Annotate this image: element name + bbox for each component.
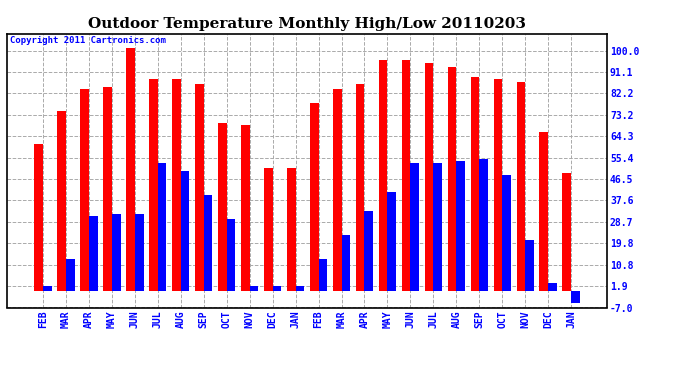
Bar — [218, 123, 226, 291]
Bar — [411, 164, 419, 291]
Bar — [89, 216, 97, 291]
Bar — [126, 48, 135, 291]
Title: Outdoor Temperature Monthly High/Low 20110203: Outdoor Temperature Monthly High/Low 201… — [88, 17, 526, 31]
Bar — [226, 219, 235, 291]
Bar — [493, 80, 502, 291]
Bar — [273, 286, 282, 291]
Bar — [549, 284, 557, 291]
Bar — [333, 89, 342, 291]
Bar — [103, 87, 112, 291]
Bar — [135, 214, 144, 291]
Bar — [57, 111, 66, 291]
Bar — [402, 60, 411, 291]
Bar — [112, 214, 121, 291]
Bar — [34, 144, 43, 291]
Bar — [525, 240, 534, 291]
Bar — [364, 211, 373, 291]
Bar — [342, 236, 351, 291]
Bar — [43, 286, 52, 291]
Bar — [172, 80, 181, 291]
Bar — [562, 173, 571, 291]
Bar — [517, 82, 525, 291]
Bar — [433, 164, 442, 291]
Bar — [295, 286, 304, 291]
Bar — [424, 63, 433, 291]
Bar — [241, 125, 250, 291]
Bar — [66, 260, 75, 291]
Bar — [319, 260, 327, 291]
Bar — [250, 286, 258, 291]
Text: Copyright 2011 Cartronics.com: Copyright 2011 Cartronics.com — [10, 36, 166, 45]
Bar — [540, 132, 549, 291]
Bar — [448, 68, 456, 291]
Bar — [287, 168, 295, 291]
Bar — [356, 84, 364, 291]
Bar — [379, 60, 388, 291]
Bar — [502, 176, 511, 291]
Bar — [158, 164, 166, 291]
Bar — [181, 171, 190, 291]
Bar — [80, 89, 89, 291]
Bar — [480, 159, 488, 291]
Bar — [195, 84, 204, 291]
Bar — [149, 80, 158, 291]
Bar — [204, 195, 213, 291]
Bar — [264, 168, 273, 291]
Bar — [471, 77, 480, 291]
Bar — [456, 161, 465, 291]
Bar — [571, 291, 580, 303]
Bar — [388, 192, 396, 291]
Bar — [310, 104, 319, 291]
